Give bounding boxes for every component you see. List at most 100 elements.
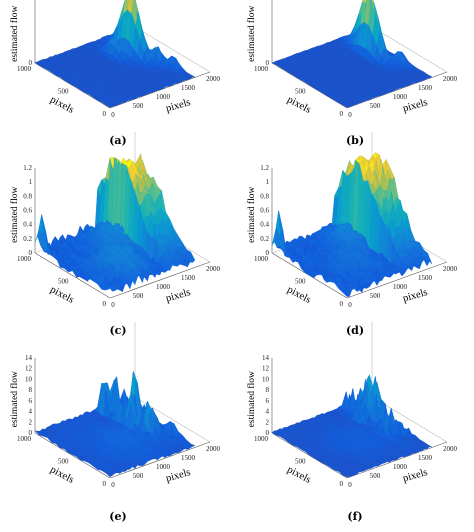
z-tick-label: 4 [29,408,33,416]
x-tick-label: 1500 [181,274,196,282]
y-tick-label: 1000 [254,65,269,73]
surface-plot-a: 0500100015002000050010000pixelspixelsest… [9,0,221,119]
z-axis-label: estimated flow [9,6,20,62]
z-tick-label: 10 [262,375,270,383]
x-tick-label: 500 [370,102,381,110]
x-tick-label: 1500 [418,84,433,92]
x-tick-label: 0 [348,111,352,119]
z-tick-label: 0.8 [260,192,269,200]
y-axis-label: pixels [48,94,75,115]
panel-e: 0 500 1000 1500 2000 0 500 1000 0 2 4 6 8 10 12 14 pixel… [0,322,237,532]
z-tick-label: 12 [25,365,33,373]
y-axis-label: pixels [48,284,75,305]
x-tick-label: 2000 [443,445,458,453]
panel-b: 0 500 1000 1500 2000 0 500 1000 0 pixels pixels est… [237,0,474,160]
z-axis-label: estimated flow [246,371,257,427]
z-tick-label: 6 [266,397,270,405]
x-tick-label: 500 [133,292,144,300]
z-tick-label: 1 [266,178,270,186]
y-tick-label: 1000 [254,255,269,263]
surface-plot-c: 05001000150020000500100000.20.40.60.811.… [9,132,221,309]
z-tick-label: 1.2 [260,164,269,172]
z-tick-label: 1 [29,178,33,186]
z-tick-label: 0.4 [260,221,269,229]
caption-f: (f) [347,510,363,523]
x-tick-label: 0 [111,481,115,489]
surface-plot-d: 05001000150020000500100000.20.40.60.811.… [246,132,458,309]
z-tick-label: 0.2 [23,235,32,243]
caption-d: (d) [345,324,365,337]
z-tick-label: 0 [29,429,33,437]
caption-b: (b) [345,134,365,147]
y-tick-label: 500 [58,88,69,96]
y-tick-label: 500 [295,458,306,466]
x-tick-label: 1500 [181,84,196,92]
x-tick-label: 1500 [418,454,433,462]
z-axis-label: estimated flow [9,187,20,243]
z-tick-label: 14 [262,354,270,362]
surface [34,0,196,108]
surface-plot-e: 05001000150020000500100002468101214pixel… [9,322,221,489]
y-tick-label: 500 [58,458,69,466]
y-tick-label: 0 [340,300,344,308]
z-tick-label: 2 [29,418,33,426]
surface-patch [424,74,433,79]
x-tick-label: 0 [111,111,115,119]
tick-labels: 05001000150020000500100000.20.40.60.811.… [17,164,221,309]
z-tick-label: 12 [262,365,270,373]
z-tick-label: 4 [266,408,270,416]
x-tick-label: 500 [370,472,381,480]
z-tick-label: 0.8 [23,192,32,200]
y-tick-label: 1000 [254,435,269,443]
z-tick-label: 0 [266,429,270,437]
x-tick-label: 2000 [206,445,221,453]
surface-patch [424,444,433,448]
caption-a: (a) [109,134,127,147]
x-tick-label: 1500 [418,274,433,282]
surface-plot-f: 05001000150020000500100002468101214pixel… [246,322,458,489]
z-tick-label: 0 [266,59,270,67]
surface-plot-b: 0500100015002000050010000pixelspixelsest… [246,0,458,119]
z-axis-label: estimated flow [246,6,257,62]
y-tick-label: 0 [340,110,344,118]
panel-a: 0 500 1000 1500 2000 0 500 1000 0 pixels pixels est… [0,0,237,160]
x-tick-label: 500 [133,102,144,110]
x-tick-label: 2000 [206,265,221,273]
y-tick-label: 1000 [17,65,32,73]
x-tick-label: 2000 [206,75,221,83]
surface [271,0,433,108]
tick-labels: 05001000150020000500100000.20.40.60.811.… [254,164,458,309]
x-tick-label: 500 [370,292,381,300]
z-tick-label: 0 [29,59,33,67]
z-tick-label: 0.2 [260,235,269,243]
z-tick-label: 14 [25,354,33,362]
z-tick-label: 1.2 [23,164,32,172]
surface [271,152,433,297]
x-tick-label: 1000 [156,93,171,101]
y-tick-label: 0 [340,480,344,488]
x-tick-label: 1000 [393,283,408,291]
y-tick-label: 0 [103,110,107,118]
surface-patch [187,443,196,447]
z-tick-label: 2 [266,418,270,426]
surface-patch [188,251,196,263]
x-tick-label: 2000 [443,265,458,273]
z-tick-label: 0.6 [23,207,32,215]
z-tick-label: 0 [266,249,270,257]
surface [34,153,196,293]
caption-c: (c) [109,324,127,337]
x-tick-label: 0 [348,481,352,489]
surface-patch [187,74,196,78]
z-tick-label: 8 [29,386,33,394]
x-tick-label: 500 [133,472,144,480]
x-tick-label: 2000 [443,75,458,83]
z-axis-label: estimated flow [246,187,257,243]
panel-f: 0 500 1000 1500 2000 0 500 1000 0 2 4 6 8 10 12 14 pixel… [237,322,474,532]
y-tick-label: 0 [103,480,107,488]
y-tick-label: 0 [103,300,107,308]
z-tick-label: 6 [29,397,33,405]
z-tick-label: 0 [29,249,33,257]
